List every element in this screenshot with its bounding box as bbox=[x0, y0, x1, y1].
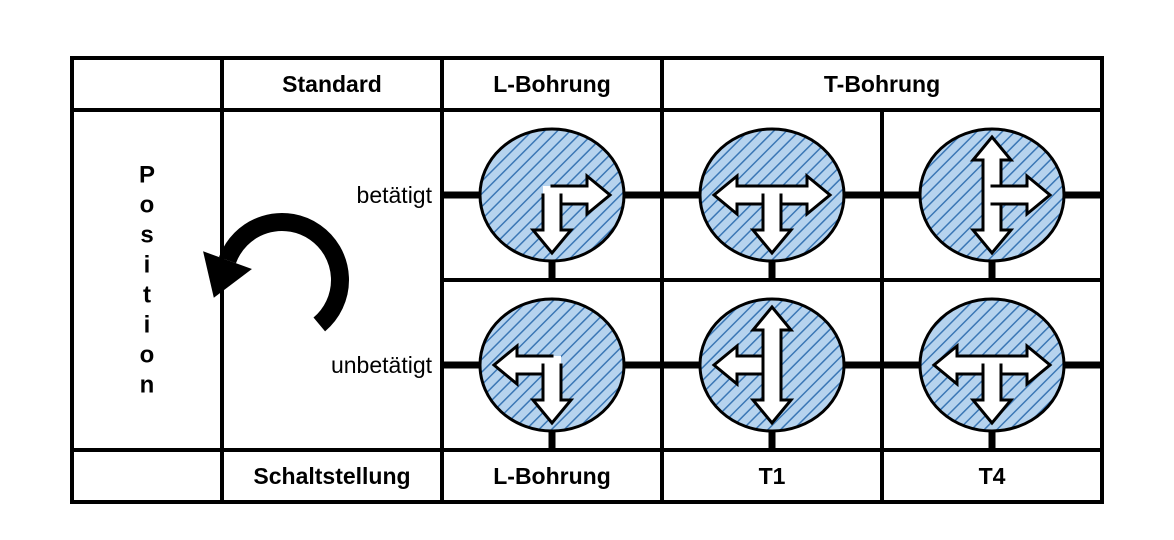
diagram-canvas: Standard L-Bohrung T-Bohrung Schaltstellung… bbox=[0, 0, 1174, 540]
svg-text:o: o bbox=[140, 192, 155, 219]
svg-text:L-Bohrung: L-Bohrung bbox=[493, 463, 611, 489]
svg-text:n: n bbox=[140, 372, 155, 399]
svg-text:s: s bbox=[140, 222, 153, 249]
diagram-svg: Standard L-Bohrung T-Bohrung Schaltstellung… bbox=[0, 0, 1174, 540]
svg-text:t: t bbox=[143, 282, 151, 309]
svg-text:T1: T1 bbox=[759, 463, 786, 489]
svg-text:i: i bbox=[144, 252, 151, 279]
svg-text:o: o bbox=[140, 342, 155, 369]
svg-text:T-Bohrung: T-Bohrung bbox=[824, 71, 940, 97]
svg-text:L-Bohrung: L-Bohrung bbox=[493, 71, 611, 97]
svg-text:unbetätigt: unbetätigt bbox=[331, 352, 433, 378]
svg-text:T4: T4 bbox=[979, 463, 1006, 489]
svg-text:betätigt: betätigt bbox=[357, 182, 433, 208]
svg-text:P: P bbox=[139, 162, 155, 189]
svg-text:Standard: Standard bbox=[282, 71, 382, 97]
svg-text:i: i bbox=[144, 312, 151, 339]
svg-text:Schaltstellung: Schaltstellung bbox=[253, 463, 410, 489]
